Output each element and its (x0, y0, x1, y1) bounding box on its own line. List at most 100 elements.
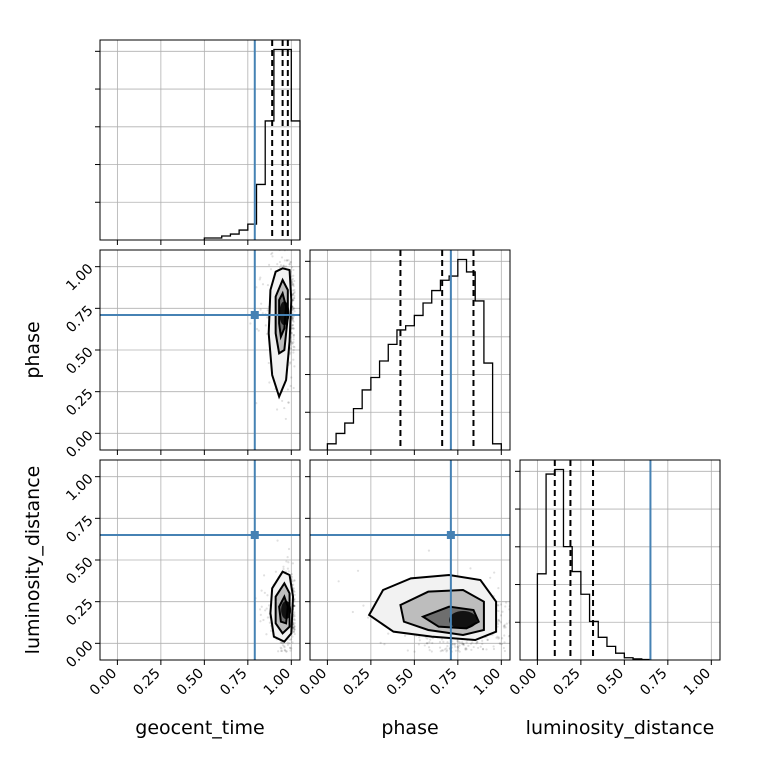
sample-point (496, 625, 499, 628)
sample-point (456, 639, 459, 643)
sample-point (446, 644, 449, 648)
sample-point (383, 643, 386, 646)
sample-point (291, 319, 295, 322)
sample-point (264, 609, 267, 612)
sample-point (362, 604, 365, 607)
sample-point (279, 649, 283, 653)
sample-point (505, 622, 508, 625)
sample-point (497, 604, 500, 607)
x-tick-label: 0.50 (384, 666, 417, 699)
sample-point (288, 642, 291, 645)
sample-point (427, 549, 431, 552)
sample-point (497, 609, 500, 613)
sample-point (497, 618, 500, 621)
y-label-phase: phase (22, 321, 44, 378)
sample-point (285, 650, 288, 653)
sample-point (461, 643, 465, 646)
histogram-step (326, 258, 502, 450)
sample-point (521, 601, 523, 603)
sample-point (456, 646, 459, 649)
sample-point (481, 639, 484, 643)
sample-point (265, 332, 269, 336)
sample-point (287, 570, 290, 573)
sample-point (366, 616, 370, 619)
sample-point (280, 256, 284, 259)
sample-point (428, 648, 431, 652)
y-tick-label: 0.75 (63, 303, 96, 336)
sample-point (379, 641, 382, 644)
sample-point (271, 255, 274, 258)
panel-frame (99, 39, 301, 241)
sample-point (261, 312, 264, 315)
sample-point (457, 640, 460, 643)
sample-point (540, 625, 542, 627)
sample-point (351, 610, 354, 614)
sample-point (476, 641, 479, 644)
sample-point (290, 573, 293, 576)
sample-point (291, 317, 294, 320)
sample-point (426, 642, 429, 645)
sample-point (439, 649, 442, 653)
sample-point (262, 574, 266, 577)
panel-frame (519, 459, 721, 661)
sample-point (465, 647, 468, 650)
sample-point (287, 401, 290, 404)
sample-point (497, 637, 500, 640)
sample-point (262, 618, 265, 622)
sample-point (292, 307, 296, 310)
sample-point (512, 608, 514, 610)
sample-point (541, 600, 543, 602)
sample-point (503, 625, 506, 628)
sample-point (291, 317, 294, 320)
sample-point (268, 621, 271, 624)
sample-point (265, 633, 268, 636)
sample-point (522, 603, 524, 605)
sample-point (291, 281, 294, 284)
scatter-panel-geocent-time-vs-phase: 0.00 0.25 0.50 0.75 1.00 (63, 249, 301, 461)
sample-point (292, 630, 296, 633)
histogram-step (203, 48, 301, 240)
sample-point (454, 649, 458, 652)
contour-line (267, 267, 293, 400)
sample-point (453, 643, 456, 646)
contour-line (367, 573, 498, 642)
sample-point (425, 642, 428, 645)
sample-point (413, 650, 416, 653)
sample-point (496, 622, 500, 626)
sample-point (477, 646, 480, 650)
sample-point (266, 309, 269, 312)
sample-point (513, 630, 515, 632)
sample-point (293, 625, 296, 628)
sample-point (493, 571, 496, 574)
sample-point (259, 613, 262, 616)
sample-point (502, 646, 505, 650)
sample-point (288, 638, 292, 641)
sample-point (283, 646, 286, 649)
sample-point (524, 627, 526, 629)
sample-point (428, 641, 431, 644)
sample-point (293, 279, 296, 283)
y-tick-label: 0.50 (63, 344, 96, 377)
sample-point (287, 547, 291, 551)
sample-point (292, 583, 295, 586)
sample-point (524, 647, 526, 649)
sample-point (291, 327, 294, 330)
x-tick-label: 0.25 (130, 666, 163, 699)
sample-point (292, 626, 295, 629)
sample-point (504, 601, 508, 604)
sample-point (277, 650, 280, 653)
sample-point (291, 315, 294, 318)
sample-point (279, 641, 282, 644)
sample-point (503, 641, 506, 644)
sample-point (446, 649, 449, 652)
sample-point (292, 348, 295, 352)
sample-point (293, 625, 296, 628)
sample-point (481, 648, 485, 651)
sample-point (265, 607, 268, 610)
sample-point (293, 613, 296, 616)
sample-point (538, 618, 540, 620)
sample-point (293, 365, 296, 368)
contour-line (420, 605, 480, 630)
x-tick-label: 1.00 (681, 666, 714, 699)
sample-point (504, 626, 507, 629)
